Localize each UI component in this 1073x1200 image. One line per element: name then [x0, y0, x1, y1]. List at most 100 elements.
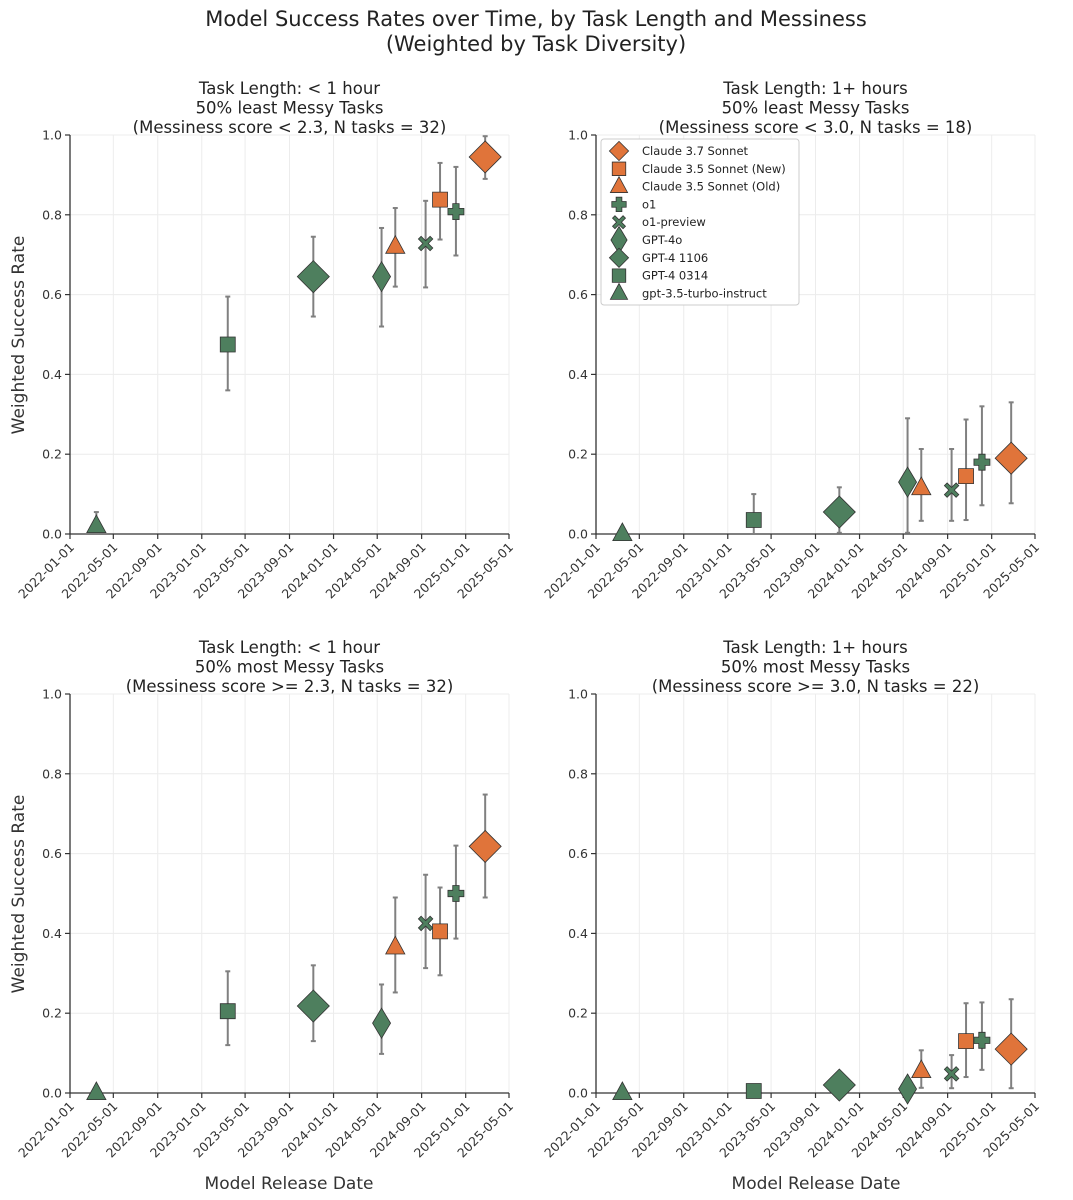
figure-title-line1: Model Success Rates over Time, by Task L…: [205, 7, 867, 31]
y-tick-label: 1.0: [42, 128, 62, 143]
subplot-title-line: (Messiness score < 3.0, N tasks = 18): [659, 118, 973, 137]
data-point-o1: [973, 453, 991, 471]
y-tick-label: 0.0: [568, 527, 588, 542]
data-point-gpt-4-1106: [822, 1068, 856, 1102]
subplot-title-line: Task Length: < 1 hour: [198, 638, 380, 657]
data-point-o1-preview: [417, 235, 434, 252]
y-tick-label: 0.2: [568, 447, 588, 462]
data-point-o1: [447, 885, 465, 902]
data-point-gpt-3-5-turbo-instruct: [612, 522, 633, 541]
y-tick-label: 0.8: [42, 766, 62, 781]
data-point-gpt-4o: [898, 1073, 918, 1105]
y-tick-label: 0.6: [568, 846, 588, 861]
y-tick-label: 0.2: [568, 1006, 588, 1021]
x-axis-label-right: Model Release Date: [732, 1174, 901, 1194]
legend-marker-icon: [611, 161, 627, 176]
y-axis-label-top: Weighted Success Rate: [9, 236, 29, 435]
legend-label: GPT-4o: [642, 233, 682, 247]
figure-title-line2: (Weighted by Task Diversity): [386, 32, 686, 56]
y-tick-label: 0.4: [42, 926, 62, 941]
y-tick-label: 0.6: [42, 846, 62, 861]
y-tick-label: 0.4: [568, 367, 588, 382]
legend-label: Claude 3.5 Sonnet (Old): [642, 180, 780, 194]
legend-marker-icon: [611, 268, 627, 283]
data-point-gpt-4-1106: [296, 989, 330, 1023]
y-tick-label: 0.6: [568, 287, 588, 302]
subplot-title-line: (Messiness score < 2.3, N tasks = 32): [133, 118, 447, 137]
data-point-claude-3-5-sonnet-new-: [432, 923, 448, 940]
data-point-claude-3-5-sonnet-old-: [385, 234, 406, 254]
legend-label: o1-preview: [642, 215, 706, 229]
data-point-gpt-4o: [898, 466, 918, 498]
data-point-o1: [973, 1031, 991, 1049]
subplot-title-line: (Messiness score >= 2.3, N tasks = 32): [126, 677, 454, 696]
y-tick-label: 0.0: [42, 1086, 62, 1101]
y-tick-label: 0.2: [42, 1006, 62, 1021]
y-tick-label: 0.2: [42, 447, 62, 462]
y-tick-label: 0.4: [42, 367, 62, 382]
data-point-gpt-4-0314: [745, 1083, 762, 1099]
data-point-claude-3-5-sonnet-new-: [432, 191, 448, 208]
legend-marker-icon: [609, 282, 629, 300]
data-point-claude-3-7-sonnet: [994, 441, 1028, 475]
data-point-claude-3-7-sonnet: [994, 1032, 1028, 1066]
subplot-title-line: Task Length: < 1 hour: [198, 79, 380, 98]
data-point-gpt-3-5-turbo-instruct: [86, 1081, 107, 1100]
data-point-gpt-4o: [372, 260, 392, 293]
subplot-title-line: (Messiness score >= 3.0, N tasks = 22): [652, 677, 980, 696]
y-tick-label: 1.0: [42, 687, 62, 702]
y-tick-label: 0.0: [42, 527, 62, 542]
data-point-gpt-3-5-turbo-instruct: [612, 1081, 633, 1100]
data-point-gpt-4o: [372, 1007, 392, 1039]
data-point-claude-3-7-sonnet: [468, 829, 502, 863]
data-point-claude-3-7-sonnet: [468, 140, 502, 174]
data-point-gpt-4-0314: [219, 336, 236, 353]
data-point-gpt-3-5-turbo-instruct: [86, 514, 107, 534]
subplot-title-line: 50% least Messy Tasks: [722, 99, 910, 118]
data-point-claude-3-5-sonnet-old-: [911, 1059, 932, 1079]
y-tick-label: 0.4: [568, 926, 588, 941]
legend-marker-icon: [611, 215, 627, 230]
data-point-o1: [447, 203, 465, 221]
data-point-o1-preview: [417, 915, 434, 932]
subplot-title-line: 50% most Messy Tasks: [195, 658, 384, 677]
subplot-title-line: Task Length: 1+ hours: [722, 79, 908, 98]
legend-label: gpt-3.5-turbo-instruct: [642, 286, 767, 300]
data-point-gpt-4-1106: [296, 260, 330, 294]
legend-frame: [600, 138, 800, 306]
data-point-gpt-4-0314: [745, 512, 762, 528]
legend-label: GPT-4 0314: [642, 269, 708, 283]
data-point-o1-preview: [943, 1066, 960, 1082]
subplot-title-line: 50% least Messy Tasks: [196, 99, 384, 118]
data-point-claude-3-5-sonnet-new-: [958, 468, 974, 485]
y-tick-label: 0.8: [568, 766, 588, 781]
legend-label: Claude 3.5 Sonnet (New): [642, 162, 786, 176]
legend-label: o1: [642, 197, 656, 211]
legend-marker-icon: [609, 175, 629, 193]
y-tick-label: 0.6: [42, 287, 62, 302]
subplot-title-line: Task Length: 1+ hours: [722, 638, 908, 657]
y-tick-label: 1.0: [568, 687, 588, 702]
legend-label: Claude 3.7 Sonnet: [642, 144, 749, 158]
subplot-title-line: 50% most Messy Tasks: [721, 658, 910, 677]
y-tick-label: 0.8: [42, 207, 62, 222]
data-point-claude-3-5-sonnet-old-: [911, 476, 932, 496]
data-point-claude-3-5-sonnet-old-: [385, 935, 406, 955]
legend-label: GPT-4 1106: [642, 251, 708, 265]
legend-marker-icon: [611, 196, 627, 212]
data-point-o1-preview: [943, 482, 960, 498]
legend-marker-icon: [608, 140, 630, 162]
y-axis-label-bottom: Weighted Success Rate: [9, 795, 29, 994]
legend: Claude 3.7 Sonnet Claude 3.5 Sonnet (New)…: [600, 138, 800, 306]
x-axis-label-left: Model Release Date: [205, 1174, 374, 1194]
y-tick-label: 0.8: [568, 207, 588, 222]
data-point-claude-3-5-sonnet-new-: [958, 1033, 974, 1050]
y-tick-label: 1.0: [568, 128, 588, 143]
data-point-gpt-4-1106: [822, 495, 856, 529]
y-tick-label: 0.0: [568, 1086, 588, 1101]
legend-marker-icon: [608, 247, 630, 268]
data-point-gpt-4-0314: [219, 1003, 236, 1020]
